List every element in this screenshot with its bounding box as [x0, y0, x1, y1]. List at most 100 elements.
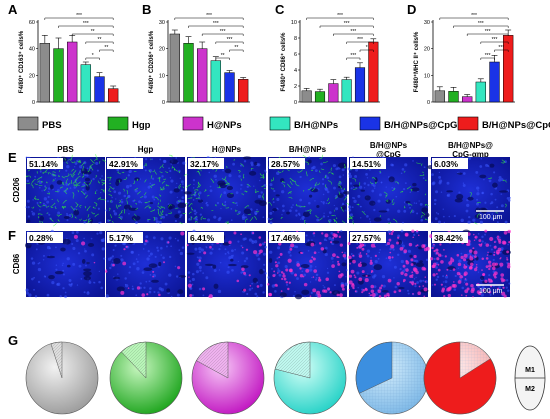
nucleus [86, 291, 90, 295]
nucleus [263, 169, 267, 172]
stain-fiber [108, 194, 112, 197]
nucleus [192, 179, 196, 182]
nucleus [69, 283, 73, 287]
dark-region [409, 254, 413, 258]
nucleus [322, 201, 325, 204]
stain-fiber [245, 218, 249, 223]
nucleus [269, 183, 273, 187]
nucleus [83, 161, 87, 165]
panel-letter: G [8, 333, 18, 348]
nucleus [310, 291, 313, 294]
nucleus [379, 248, 381, 251]
stain-fiber [420, 215, 424, 218]
stain-spot [208, 295, 211, 298]
stain-spot [388, 238, 392, 242]
dark-region [66, 264, 71, 268]
stain-fiber [262, 174, 265, 178]
nucleus [220, 207, 222, 210]
nucleus [433, 257, 436, 261]
nucleus [193, 194, 196, 197]
stain-spot [473, 267, 478, 272]
dark-region [177, 289, 184, 294]
nucleus [128, 271, 131, 274]
legend-label: PBS [42, 120, 62, 131]
nucleus [223, 191, 227, 195]
stain-spot [241, 246, 244, 249]
stain-spot [472, 233, 475, 236]
stain-fiber [195, 197, 200, 200]
nucleus [261, 242, 265, 246]
stain-spot [423, 295, 426, 298]
nucleus [415, 276, 417, 279]
nucleus [149, 252, 153, 256]
stain-fiber [304, 219, 306, 225]
nucleus [244, 216, 247, 219]
nucleus [269, 250, 273, 254]
dark-region [226, 185, 234, 191]
stain-fiber [45, 205, 50, 208]
dark-region [252, 277, 258, 283]
nucleus [260, 191, 264, 194]
stain-fiber [108, 219, 112, 222]
nucleus [332, 164, 336, 168]
dark-region [254, 199, 263, 204]
stain-fiber [236, 213, 241, 215]
stain-fiber [188, 211, 192, 214]
stain-fiber [53, 174, 55, 177]
nucleus [400, 172, 403, 175]
dark-region [300, 264, 310, 269]
stain-fiber [61, 205, 66, 208]
significance-label: *** [76, 13, 82, 19]
nucleus [251, 240, 255, 244]
stain-spot [414, 282, 417, 285]
nucleus [37, 262, 40, 265]
stain-spot [507, 229, 511, 234]
stain-spot [299, 267, 302, 270]
nucleus [453, 288, 457, 291]
nucleus [481, 235, 484, 239]
dark-region [84, 177, 91, 182]
nucleus [289, 254, 292, 257]
percent-label-box [432, 232, 468, 243]
stain-fiber [61, 182, 65, 186]
nucleus [131, 285, 134, 288]
legend-item: B/H@NPs [269, 116, 338, 131]
stain-fiber [37, 213, 43, 215]
y-tick-label: 60 [29, 20, 35, 26]
nucleus [192, 199, 195, 201]
stain-fiber [70, 206, 75, 211]
stain-fiber [241, 193, 245, 196]
nucleus [246, 292, 249, 296]
nucleus [363, 182, 367, 185]
nucleus [116, 168, 120, 172]
stain-fiber [157, 202, 160, 205]
nucleus [74, 161, 78, 165]
stain-fiber [95, 154, 98, 159]
stain-fiber [71, 169, 74, 172]
stain-fiber [159, 171, 163, 173]
stain-spot [411, 283, 414, 286]
stain-spot [312, 257, 316, 261]
nucleus [142, 248, 145, 250]
nucleus [113, 190, 117, 194]
y-tick-label: 0 [162, 100, 165, 106]
stain-spot [387, 294, 390, 298]
y-tick-label: 20 [29, 73, 35, 79]
nucleus [73, 186, 76, 189]
stain-fiber [200, 216, 204, 221]
nucleus [33, 276, 36, 279]
nucleus [415, 259, 419, 263]
stain-spot [249, 285, 252, 287]
stain-spot [412, 267, 417, 272]
nucleus [272, 201, 275, 204]
nucleus [210, 266, 213, 268]
nucleus [437, 213, 440, 215]
nucleus [66, 257, 70, 261]
stain-spot [336, 255, 339, 259]
stain-spot [313, 251, 317, 255]
nucleus [406, 289, 410, 292]
stain-fiber [82, 175, 85, 179]
nucleus [224, 248, 227, 251]
stain-spot [321, 232, 324, 235]
